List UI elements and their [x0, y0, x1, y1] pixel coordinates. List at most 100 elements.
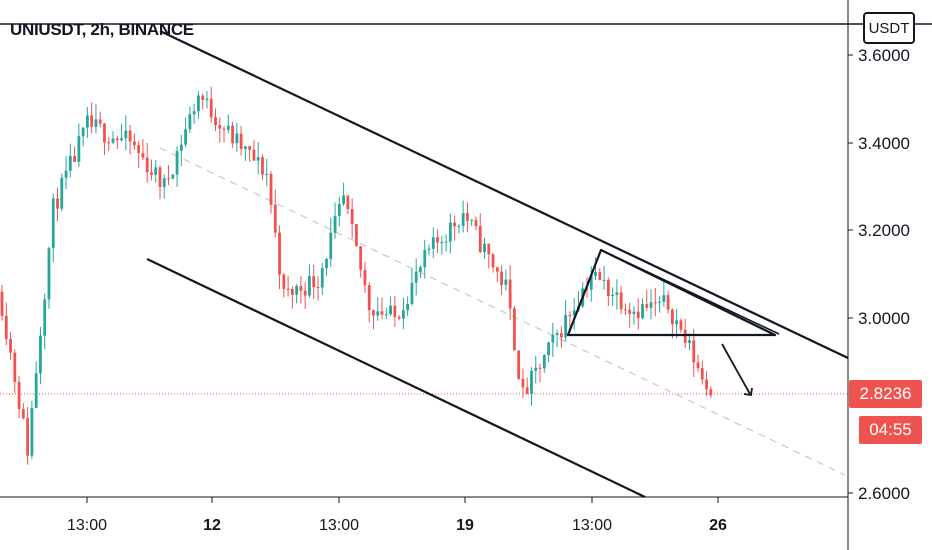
candle-series [0, 86, 713, 465]
candle-body [132, 141, 136, 146]
candle-body [355, 224, 358, 247]
candle-body [282, 274, 286, 289]
candle-body [495, 267, 499, 272]
candle-body [384, 314, 388, 316]
y-tick-label: 3.0000 [858, 309, 910, 328]
candle-body [645, 304, 649, 308]
candle-body [406, 303, 410, 311]
candle-body [273, 204, 277, 233]
candle-body [525, 387, 529, 394]
candle-body [423, 249, 427, 268]
candle-body [201, 95, 205, 100]
candle-body [154, 167, 158, 175]
candle-body [521, 378, 525, 388]
candle-body [649, 302, 653, 308]
candle-body [372, 310, 375, 316]
candle-body [316, 287, 320, 289]
candle-body [278, 232, 281, 275]
currency-button[interactable]: USDT [863, 12, 915, 44]
candle-body [333, 216, 337, 233]
candle-body [337, 203, 341, 217]
candle-body [303, 290, 307, 296]
candle-body [380, 311, 384, 315]
candle-body [167, 178, 170, 180]
candle-body [107, 142, 111, 144]
candle-body [73, 155, 76, 162]
candle-body [235, 133, 239, 144]
candle-body [534, 367, 538, 371]
candle-body [487, 243, 491, 255]
candle-body [175, 150, 179, 175]
candle-body [30, 408, 34, 456]
candle-body [675, 320, 679, 325]
candle-body [636, 311, 640, 319]
candle-body [470, 220, 474, 222]
candle-body [666, 295, 670, 310]
channel-midline [159, 147, 846, 476]
candle-body [696, 362, 700, 369]
candle-body [628, 309, 632, 314]
candle-body [239, 133, 243, 149]
candle-body [64, 170, 68, 178]
x-tick-label: 12 [203, 517, 221, 534]
candle-body [299, 286, 303, 291]
candle-body [68, 155, 72, 171]
candle-body [624, 309, 627, 311]
last-price-label: 2.8236 [849, 380, 922, 408]
candle-body [248, 146, 252, 150]
candle-body [103, 123, 106, 143]
candle-body [86, 115, 89, 128]
candle-body [427, 248, 431, 250]
candle-body [700, 368, 704, 380]
candle-body [47, 248, 51, 300]
candle-body [491, 254, 495, 268]
candle-body [145, 157, 149, 173]
candle-body [34, 373, 38, 409]
candle-body [559, 333, 563, 338]
candle-body [329, 232, 333, 259]
candle-body [184, 129, 188, 145]
candle-body [555, 333, 559, 335]
candle-body [290, 288, 294, 295]
candle-body [137, 145, 141, 154]
bar-countdown-label: 04:55 [859, 416, 922, 444]
candle-body [243, 146, 247, 149]
candle-body [619, 292, 623, 310]
candle-body [4, 315, 8, 339]
candle-body [679, 320, 683, 330]
candle-body [709, 389, 713, 396]
candle-body [171, 174, 175, 179]
candle-body [39, 335, 42, 374]
candle-body [410, 282, 414, 304]
arrow-head [743, 387, 753, 397]
candle-body [594, 271, 597, 276]
chart-title: UNIUSDT, 2h, BINANCE [10, 20, 194, 39]
y-tick-label: 2.6000 [858, 484, 910, 503]
arrow-shaft [721, 343, 751, 395]
candle-body [513, 308, 516, 351]
candle-body [179, 144, 183, 151]
candle-body [500, 271, 503, 285]
candle-body [572, 310, 576, 316]
candle-body [389, 305, 392, 315]
candle-body [0, 291, 4, 316]
candle-body [444, 241, 448, 243]
candle-body [9, 338, 12, 353]
candle-body [653, 302, 657, 304]
candle-body [162, 178, 166, 188]
candle-body [517, 350, 521, 379]
candle-body [632, 311, 636, 314]
candle-body [602, 279, 606, 281]
candle-body [393, 305, 397, 318]
x-tick-label: 13:00 [319, 517, 359, 534]
candle-body [419, 267, 422, 272]
candle-body [483, 243, 486, 253]
candle-body [90, 115, 94, 127]
candle-body [158, 167, 162, 188]
candle-body [564, 315, 568, 338]
x-tick-label: 13:00 [67, 517, 107, 534]
candle-body [397, 317, 401, 319]
candle-body [205, 98, 209, 100]
candle-body [188, 114, 192, 130]
candle-body [261, 157, 264, 175]
